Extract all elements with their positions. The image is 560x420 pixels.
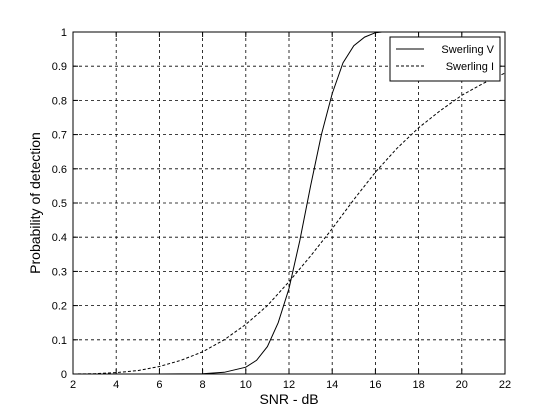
x-tick-label: 4 [113,379,119,391]
x-tick-label: 20 [456,379,468,391]
x-tick-label: 22 [499,379,511,391]
x-tick-label: 16 [369,379,381,391]
y-tick-label: 1 [61,27,67,39]
x-tick-label: 12 [283,379,295,391]
legend-box [389,36,501,82]
x-tick-label: 2 [70,379,76,391]
ticks: 2 4 6 8 10 12 14 16 18 20 22 0 0.1 0.2 0.3 0.4 0.5 0.6 0.7… [52,27,511,391]
y-tick-label: 0.2 [52,301,67,313]
x-tick-label: 18 [412,379,424,391]
y-tick-label: 0.6 [52,164,67,176]
y-axis-title: Probability of detection [27,132,43,274]
x-tick-label: 6 [156,379,162,391]
series-line-swerling-v [73,31,382,375]
x-axis-title: SNR - dB [259,391,318,407]
y-tick-label: 0 [61,369,67,381]
legend-label: Swerling I [446,61,494,73]
y-tick-label: 0.5 [52,198,67,210]
y-tick-label: 0.9 [52,61,67,73]
series-line-swerling-i [72,72,506,375]
y-tick-label: 0.3 [52,266,67,278]
grid [73,32,505,374]
legend: Swerling V Swerling I [389,36,501,82]
x-tick-label: 10 [240,379,252,391]
x-tick-label: 14 [326,379,338,391]
y-tick-label: 0.1 [52,335,67,347]
y-tick-label: 0.7 [52,130,67,142]
y-tick-label: 0.8 [52,95,67,107]
y-tick-label: 0.4 [52,232,67,244]
legend-label: Swerling V [441,44,494,56]
x-tick-label: 8 [200,379,206,391]
